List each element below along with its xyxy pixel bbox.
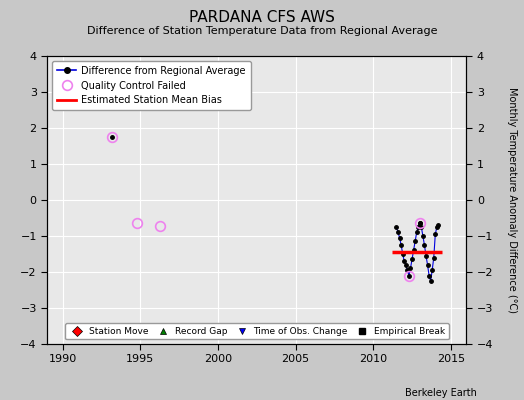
Text: Difference of Station Temperature Data from Regional Average: Difference of Station Temperature Data f… xyxy=(87,26,437,36)
Text: PARDANA CFS AWS: PARDANA CFS AWS xyxy=(189,10,335,25)
Legend: Station Move, Record Gap, Time of Obs. Change, Empirical Break: Station Move, Record Gap, Time of Obs. C… xyxy=(65,323,449,340)
Y-axis label: Monthly Temperature Anomaly Difference (°C): Monthly Temperature Anomaly Difference (… xyxy=(507,87,517,313)
Text: Berkeley Earth: Berkeley Earth xyxy=(405,388,477,398)
